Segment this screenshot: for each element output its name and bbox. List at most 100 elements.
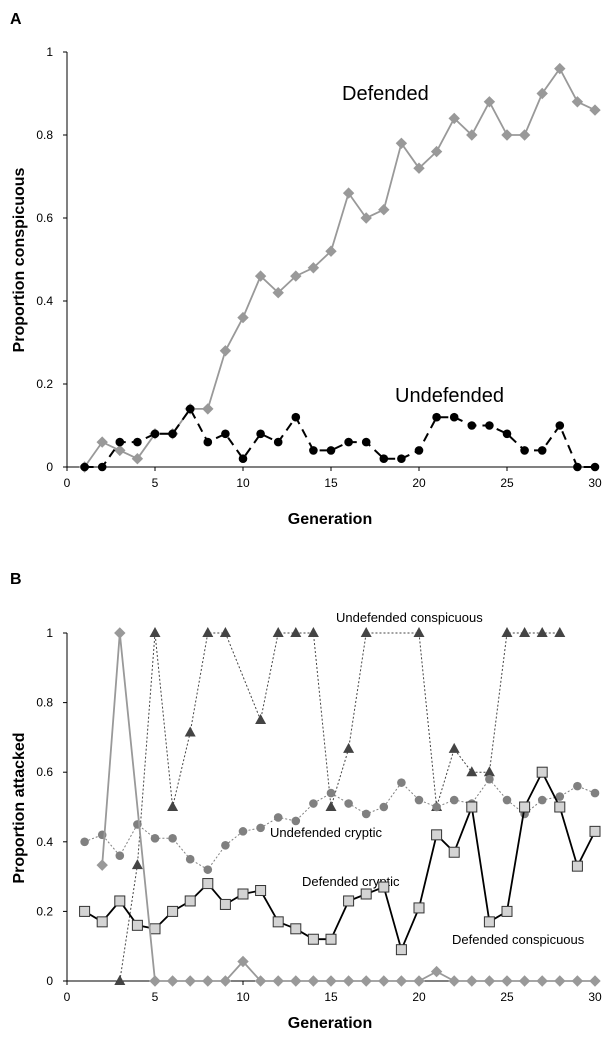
panel-a-data-point-undefended <box>467 421 477 430</box>
panel-b-data-point-undefended-cryptic <box>238 827 248 836</box>
panel-a-data-point-defended <box>307 262 320 274</box>
panel-a-x-tick-label: 5 <box>152 476 159 490</box>
panel-a-data-point-undefended <box>203 437 213 447</box>
panel-a-data-point-defended <box>518 129 531 141</box>
panel-b-y-axis-title: Proportion attacked <box>11 732 28 883</box>
panel-b-data-point-defended-conspicuous <box>254 975 267 987</box>
panel-b-data-point-defended-cryptic <box>378 881 390 893</box>
panel-a-label-undefended: Undefended <box>395 385 504 407</box>
panel-a-data-point-undefended <box>80 462 89 472</box>
panel-b-data-point-defended-conspicuous <box>360 975 372 987</box>
panel-b-data-point-undefended-conspicuous <box>290 627 302 637</box>
panel-b-data-point-defended-cryptic <box>519 801 531 813</box>
panel-b-label-undefended-cryptic: Undefended cryptic <box>270 825 383 840</box>
panel-a-data-point-undefended <box>555 421 565 430</box>
panel-a-data-point-defended <box>413 162 425 174</box>
panel-b-data-point-defended-conspicuous <box>536 975 548 987</box>
panel-b-data-point-undefended-cryptic <box>326 788 336 798</box>
panel-b-data-point-undefended-conspicuous <box>149 627 161 637</box>
panel-a-data-point-undefended <box>273 437 283 447</box>
panel-a-data-point-defended <box>254 270 267 282</box>
panel-b-data-point-undefended-conspicuous <box>501 627 513 637</box>
panel-a-data-point-defended <box>219 345 232 357</box>
panel-b-data-point-defended-cryptic <box>184 895 196 907</box>
panel-b-data-point-defended-cryptic <box>325 933 337 945</box>
panel-b-data-point-defended-conspicuous <box>237 955 249 968</box>
panel-b-data-point-defended-cryptic <box>167 905 179 917</box>
panel-b-label-defended-cryptic: Defended cryptic <box>302 874 400 889</box>
panel-b-data-point-defended-conspicuous <box>413 975 425 987</box>
panel-a-data-point-undefended <box>379 454 389 464</box>
panel-b-data-point-undefended-conspicuous <box>114 975 126 985</box>
panel-b-y-tick-label: 0.6 <box>36 765 53 779</box>
panel-b-data-point-defended-cryptic <box>360 888 372 900</box>
panel-b-x-tick-label: 10 <box>236 990 250 1004</box>
panel-a-data-point-defended <box>290 270 302 282</box>
panel-b-data-point-defended-conspicuous <box>272 975 284 987</box>
panel-b-x-tick-label: 0 <box>64 990 71 1004</box>
panel-b-x-tick-label: 5 <box>152 990 159 1004</box>
panel-a-data-point-undefended <box>238 454 248 464</box>
panel-a-data-point-defended <box>237 311 249 324</box>
panel-b-data-point-defended-cryptic <box>237 888 249 900</box>
panel-b-data-point-defended-conspicuous <box>589 975 601 987</box>
panel-b-x-tick-label: 20 <box>412 990 426 1004</box>
panel-b-data-point-undefended-conspicuous <box>519 627 531 637</box>
panel-b-data-point-undefended-cryptic <box>168 834 177 843</box>
panel-b-data-point-undefended-cryptic <box>432 802 441 812</box>
panel-b-data-point-undefended-conspicuous <box>483 766 495 777</box>
panel-b-data-point-defended-conspicuous <box>96 859 108 871</box>
panel-b-data-point-undefended-conspicuous <box>554 627 566 637</box>
panel-a-data-point-defended <box>342 187 355 199</box>
panel-b-data-point-undefended-cryptic <box>537 795 547 805</box>
panel-b-data-point-defended-conspicuous <box>342 975 355 987</box>
panel-b-data-point-undefended-conspicuous <box>325 801 337 811</box>
panel-a-data-point-undefended <box>520 446 529 455</box>
panel-a-data-point-undefended <box>449 412 459 422</box>
panel-b-data-point-undefended-cryptic <box>573 781 582 791</box>
panel-a-data-point-defended <box>96 436 108 448</box>
panel-a-y-tick-label: 0.4 <box>36 294 53 308</box>
panel-b-data-point-undefended-cryptic <box>150 834 160 843</box>
panel-b-data-point-undefended-conspicuous <box>343 742 355 753</box>
panel-b-data-point-defended-cryptic <box>589 825 601 837</box>
panel-a-data-point-undefended <box>150 429 160 439</box>
panel-a-data-point-undefended <box>573 462 582 472</box>
panel-b-data-point-defended-conspicuous <box>219 975 232 987</box>
panel-b-data-point-defended-cryptic <box>571 860 583 872</box>
panel-a-data-point-undefended <box>97 462 107 472</box>
panel-a-y-tick-label: 0.8 <box>36 128 53 142</box>
panel-b-data-point-undefended-cryptic <box>379 802 389 812</box>
panel-a-data-point-defended <box>395 137 408 150</box>
panel-a-series-line-defended <box>83 66 596 468</box>
panel-b-data-point-defended-conspicuous <box>571 975 584 987</box>
panel-b-x-axis-title: Generation <box>288 1015 372 1032</box>
panel-b-data-point-undefended-cryptic <box>555 792 565 801</box>
panel-b-data-point-undefended-conspicuous <box>219 627 231 637</box>
panel-a-data-point-undefended <box>344 437 353 447</box>
panel-b-data-point-undefended-conspicuous <box>184 726 196 737</box>
panel-b-x-tick-label: 15 <box>324 990 338 1004</box>
panel-b-label-undefended-conspicuous: Undefended conspicuous <box>336 610 483 625</box>
panel-b-data-point-undefended-cryptic <box>485 774 494 784</box>
panel-b-data-point-undefended-conspicuous <box>255 714 267 724</box>
panel-a-x-tick-label: 0 <box>64 476 71 490</box>
panel-a-data-point-undefended <box>309 446 318 455</box>
panel-a-x-tick-label: 10 <box>236 476 250 490</box>
panel-b-data-point-defended-cryptic <box>554 801 566 813</box>
panel-b-data-point-undefended-cryptic <box>414 795 424 805</box>
panel-b-data-point-defended-conspicuous <box>554 975 566 987</box>
panel-a-data-point-undefended <box>361 437 371 447</box>
panel-b-data-point-defended-conspicuous <box>114 627 126 639</box>
panel-a-data-point-undefended <box>326 446 336 455</box>
panel-b-data-point-defended-cryptic <box>149 923 161 935</box>
panel-a-x-tick-label: 30 <box>588 476 602 490</box>
panel-a-data-point-undefended <box>502 429 512 439</box>
panel-a-data-point-defended <box>571 96 584 108</box>
panel-b-data-point-defended-conspicuous <box>378 975 390 987</box>
panel-b-data-point-undefended-conspicuous <box>413 627 425 637</box>
panel-a-data-point-defended <box>114 444 126 457</box>
panel-b-data-point-defended-cryptic <box>79 905 91 917</box>
panel-b-data-point-defended-cryptic <box>307 933 319 945</box>
panel-a-y-tick-label: 1 <box>46 45 53 59</box>
